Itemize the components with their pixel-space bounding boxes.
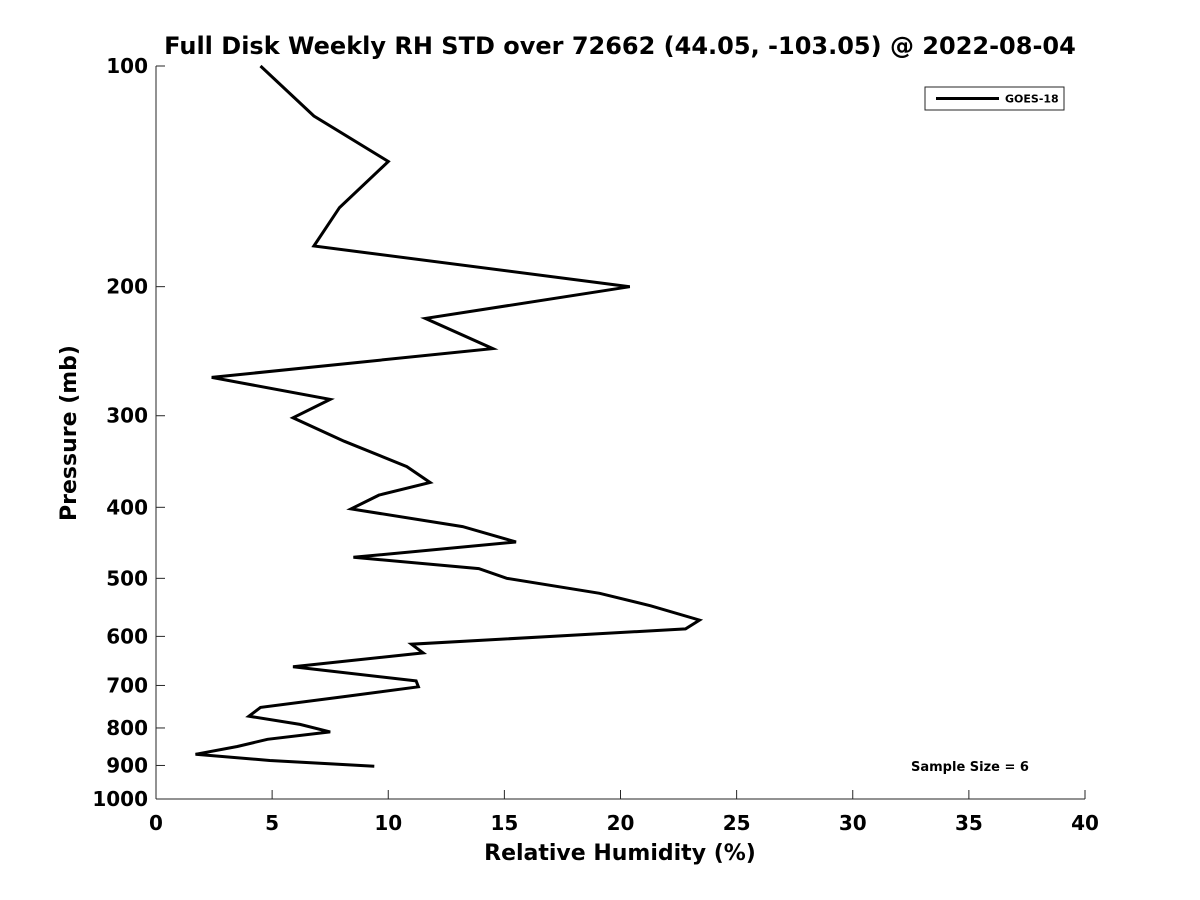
x-tick-label: 15	[490, 811, 518, 835]
legend-label: GOES-18	[1005, 93, 1059, 106]
y-tick-label: 600	[106, 624, 148, 648]
series-line-0	[195, 64, 704, 768]
sample-size-annotation: Sample Size = 6	[911, 760, 1029, 775]
x-axis-label: Relative Humidity (%)	[484, 841, 756, 866]
legend: GOES-18	[924, 86, 1065, 111]
x-tick-label: 0	[149, 811, 163, 835]
y-axis-label: Pressure (mb)	[57, 345, 82, 521]
x-tick-label: 40	[1071, 811, 1099, 835]
y-tick-label: 800	[106, 716, 148, 740]
x-tick-label: 10	[374, 811, 402, 835]
x-tick-label: 25	[723, 811, 751, 835]
y-tick-label: 200	[106, 275, 148, 299]
y-tick-label: 500	[106, 566, 148, 590]
y-ticks: 100 200 300 400 500 600 700 800 900 1000	[92, 54, 165, 811]
x-tick-label: 5	[265, 811, 279, 835]
x-tick-label: 35	[955, 811, 983, 835]
series-layer	[195, 64, 704, 768]
x-tick-label: 30	[839, 811, 867, 835]
x-tick-label: 20	[607, 811, 635, 835]
y-tick-label: 900	[106, 753, 148, 777]
y-tick-label: 300	[106, 404, 148, 428]
chart-title: Full Disk Weekly RH STD over 72662 (44.0…	[164, 32, 1076, 60]
axes	[155, 66, 1085, 800]
y-tick-label: 1000	[92, 787, 148, 811]
y-tick-label: 100	[106, 54, 148, 78]
y-tick-label: 700	[106, 673, 148, 697]
x-ticks: 0 5 10 15 20 25 30 35 40	[149, 790, 1099, 835]
y-tick-label: 400	[106, 495, 148, 519]
